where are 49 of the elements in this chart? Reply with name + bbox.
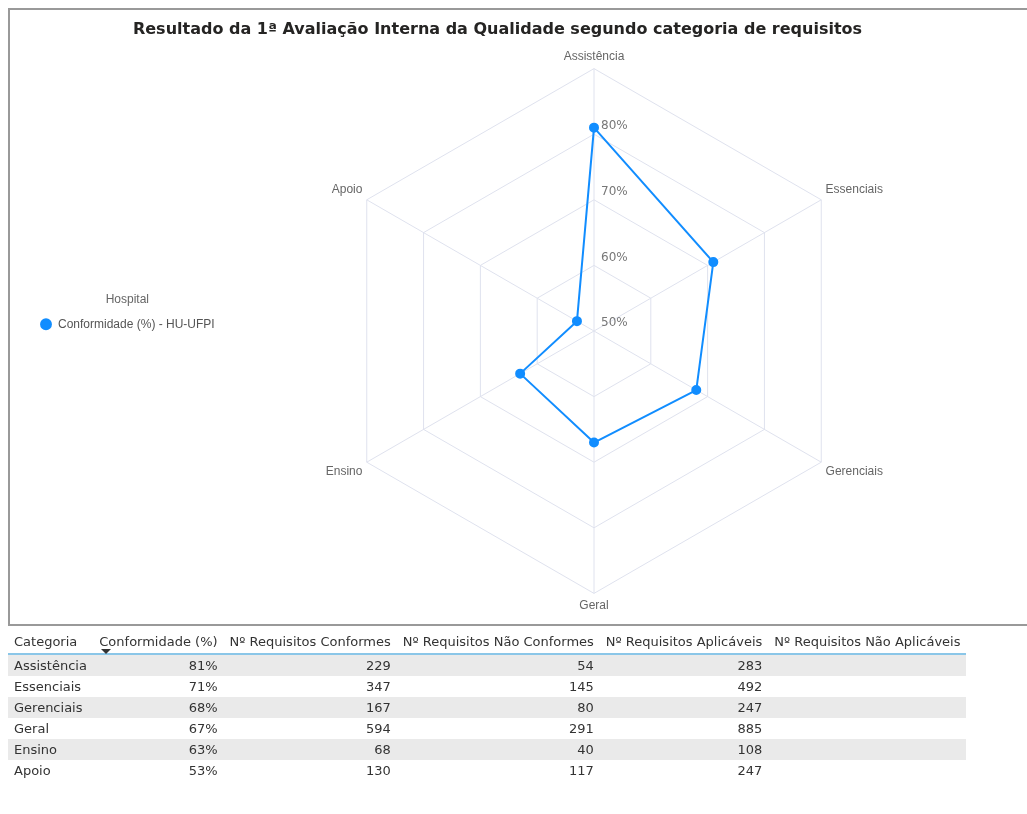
- spoke-label: Assistência: [563, 48, 625, 63]
- data-label: 283: [599, 654, 769, 676]
- data-label: 71%: [187, 678, 219, 696]
- series-label: Nº Requisitos Não Conformes: [396, 630, 600, 654]
- text: Categoria: [8, 630, 94, 654]
- chart-title: Resultado da 1ª Avaliação Interna da Qualidade segundo categoria de requisitos: [132, 18, 863, 38]
- spoke-label: Essenciais: [825, 182, 883, 197]
- y-tick-label: 50%: [601, 315, 628, 330]
- y-tick-label: 60%: [601, 249, 628, 264]
- category-label: Apoio: [13, 762, 52, 780]
- y-tick-label: 80%: [601, 118, 628, 133]
- spoke-label: Apoio: [331, 182, 363, 197]
- data-label: 247: [599, 697, 769, 718]
- category-label: Ensino: [8, 739, 94, 760]
- legend-label: Conformidade (%) - HU-UFPI: [58, 316, 215, 331]
- data-label: 347: [365, 678, 392, 696]
- data-label: 167: [223, 697, 397, 718]
- data-label: 63%: [93, 739, 224, 760]
- spoke-label: Ensino: [325, 464, 363, 479]
- data-label: 108: [599, 739, 769, 760]
- category-label: Gerenciais: [8, 697, 94, 718]
- data-label: 40: [396, 739, 600, 760]
- spoke-label: Gerenciais: [825, 464, 883, 479]
- data-label: 594: [365, 720, 392, 738]
- data-label: 67%: [187, 720, 219, 738]
- category-label: Essenciais: [13, 678, 83, 696]
- data-label: 247: [736, 762, 764, 780]
- data-label: 68: [223, 739, 397, 760]
- data-label: 80: [396, 697, 600, 718]
- spoke-label: Geral: [579, 597, 609, 612]
- data-label: 229: [223, 654, 397, 676]
- data-label: 130: [365, 762, 392, 780]
- category-label: Geral: [13, 720, 50, 738]
- data-label: 145: [568, 678, 595, 696]
- data-label: 68%: [93, 697, 224, 718]
- data-label: 81%: [93, 654, 224, 676]
- data-label: 492: [736, 678, 764, 696]
- text: Nº Requisitos Não Aplicáveis: [768, 630, 967, 654]
- legend-title: Hospital: [105, 292, 150, 307]
- category-label: Assistência: [8, 654, 94, 676]
- series-label: Nº Requisitos Aplicáveis: [599, 630, 769, 654]
- data-label: 291: [568, 720, 595, 738]
- y-tick-label: 70%: [601, 183, 628, 198]
- data-label: 885: [736, 720, 764, 738]
- series-label: Conformidade (%): [93, 630, 224, 654]
- data-label: 54: [396, 654, 600, 676]
- series-label: Nº Requisitos Conformes: [223, 630, 397, 654]
- data-label: 117: [568, 762, 595, 780]
- data-label: 53%: [187, 762, 219, 780]
